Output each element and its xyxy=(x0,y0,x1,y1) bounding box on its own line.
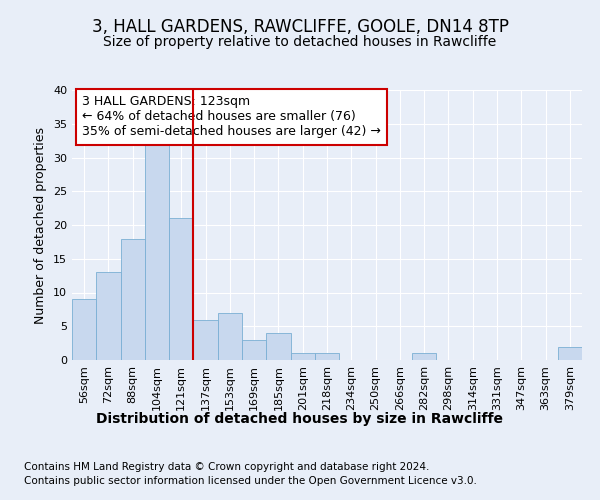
Bar xyxy=(315,353,339,360)
Text: 3 HALL GARDENS: 123sqm
← 64% of detached houses are smaller (76)
35% of semi-det: 3 HALL GARDENS: 123sqm ← 64% of detached… xyxy=(82,96,381,138)
Y-axis label: Number of detached properties: Number of detached properties xyxy=(34,126,47,324)
Bar xyxy=(145,144,169,360)
Text: Size of property relative to detached houses in Rawcliffe: Size of property relative to detached ho… xyxy=(103,35,497,49)
Bar xyxy=(218,313,242,360)
Text: Contains HM Land Registry data © Crown copyright and database right 2024.: Contains HM Land Registry data © Crown c… xyxy=(24,462,430,472)
Bar xyxy=(290,353,315,360)
Bar xyxy=(558,346,582,360)
Text: Contains public sector information licensed under the Open Government Licence v3: Contains public sector information licen… xyxy=(24,476,477,486)
Bar xyxy=(121,238,145,360)
Bar xyxy=(72,299,96,360)
Text: Distribution of detached houses by size in Rawcliffe: Distribution of detached houses by size … xyxy=(97,412,503,426)
Bar xyxy=(412,353,436,360)
Bar xyxy=(169,218,193,360)
Bar xyxy=(266,333,290,360)
Bar xyxy=(193,320,218,360)
Bar xyxy=(96,272,121,360)
Text: 3, HALL GARDENS, RAWCLIFFE, GOOLE, DN14 8TP: 3, HALL GARDENS, RAWCLIFFE, GOOLE, DN14 … xyxy=(91,18,509,36)
Bar xyxy=(242,340,266,360)
